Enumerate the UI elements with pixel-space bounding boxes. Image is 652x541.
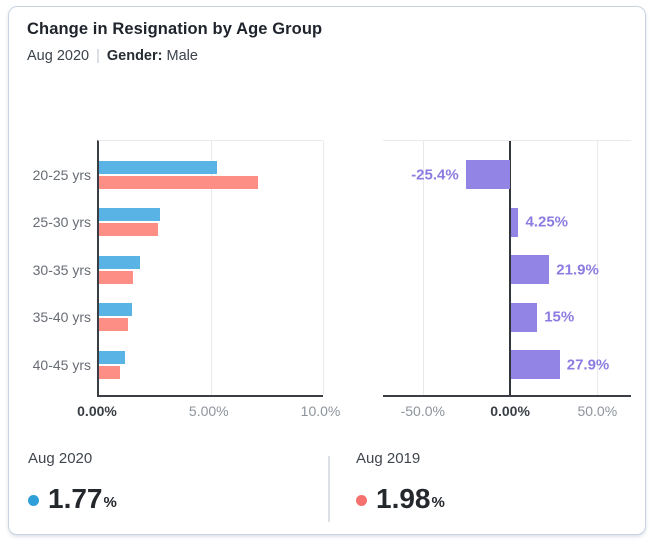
change-value-label: -25.4% (411, 166, 459, 183)
bar-aug-2019-20-25-yrs[interactable] (99, 175, 258, 189)
x-tick-label: 5.00% (188, 403, 229, 419)
category-label: 30-35 yrs (32, 261, 91, 278)
gridline (422, 141, 424, 395)
change-value-label: 27.9% (566, 356, 610, 373)
kpi-aug-2019: Aug 2019 1.98 % (356, 450, 445, 513)
bar-aug-2020-30-35-yrs[interactable] (99, 255, 141, 269)
change-bar-40-45-yrs[interactable] (511, 350, 560, 379)
subtitle-filter-label: Gender: (106, 48, 163, 64)
change-value-label: 15% (544, 308, 575, 326)
page-title: Change in Resignation by Age Group (27, 20, 323, 38)
zero-axis-line (509, 141, 512, 395)
kpi-value-row: 1.77 % (28, 485, 117, 513)
change-bar-25-30-yrs[interactable] (511, 207, 519, 237)
kpi-unit: % (103, 494, 117, 511)
x-tick-label: 0.00% (77, 403, 117, 419)
bar-aug-2019-30-35-yrs[interactable] (99, 270, 133, 284)
kpi-unit: % (431, 494, 445, 511)
plot-area (97, 140, 324, 397)
subtitle-period: Aug 2020 (27, 48, 90, 64)
change-bar-20-25-yrs[interactable] (465, 160, 511, 189)
bar-aug-2020-25-30-yrs[interactable] (99, 208, 161, 221)
category-label: 40-45 yrs (32, 356, 91, 373)
resignation-card: Change in Resignation by Age Group Aug 2… (8, 6, 646, 535)
kpi-label: Aug 2019 (356, 450, 421, 467)
kpi-value-row: 1.98 % (356, 485, 445, 513)
subtitle: Aug 2020 | Gender: Male (27, 48, 198, 64)
x-tick-label: 10.0% (300, 403, 341, 419)
plot-area (383, 140, 631, 397)
change-bar-30-35-yrs[interactable] (511, 255, 550, 284)
kpi-aug-2020: Aug 2020 1.77 % (28, 450, 117, 513)
change-value-label: 21.9% (556, 261, 599, 278)
kpi-value: 1.77 (48, 483, 103, 514)
legend-dot-aug-2020 (28, 494, 39, 506)
category-label: 35-40 yrs (32, 309, 91, 325)
change-value-label: 4.25% (525, 213, 569, 231)
x-tick-label: 50.0% (577, 403, 618, 419)
gridline (210, 141, 212, 395)
bar-aug-2020-20-25-yrs[interactable] (99, 160, 218, 174)
subtitle-filter-value: Male (166, 48, 198, 64)
kpi-label: Aug 2020 (28, 450, 93, 467)
change-bar-35-40-yrs[interactable] (511, 302, 538, 332)
bar-aug-2019-40-45-yrs[interactable] (99, 365, 120, 379)
kpi-value: 1.98 (376, 483, 431, 514)
bar-aug-2019-35-40-yrs[interactable] (99, 318, 128, 331)
bar-aug-2020-35-40-yrs[interactable] (99, 303, 132, 316)
gridline (322, 141, 324, 395)
category-label: 25-30 yrs (32, 214, 91, 230)
bar-aug-2019-25-30-yrs[interactable] (99, 223, 158, 236)
subtitle-separator: | (96, 48, 100, 64)
x-tick-label: -50.0% (400, 403, 445, 419)
x-tick-label: 0.00% (490, 403, 530, 419)
gridline (597, 141, 599, 395)
kpi-divider (328, 456, 330, 522)
legend-dot-aug-2019 (356, 494, 367, 506)
category-label: 20-25 yrs (32, 166, 91, 183)
bar-aug-2020-40-45-yrs[interactable] (99, 350, 126, 364)
